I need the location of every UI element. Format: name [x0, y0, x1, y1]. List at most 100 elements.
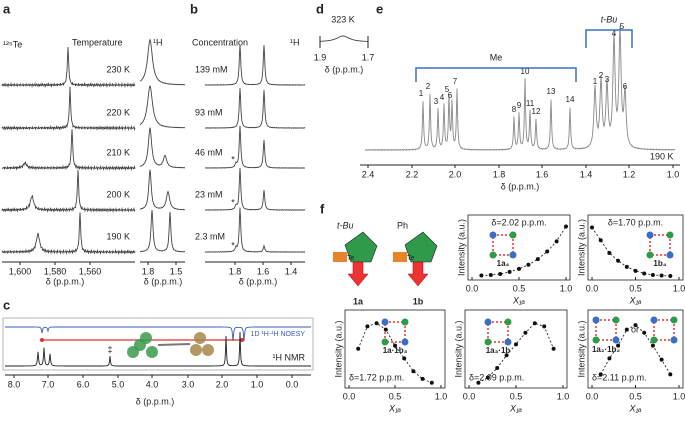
- x-tick-label: 1,600: [9, 266, 32, 276]
- x-axis-label: δ (p.p.m.): [239, 276, 278, 286]
- chart-title: δ=1.72 p.p.m.: [349, 372, 404, 382]
- peak-number: 9: [517, 101, 522, 110]
- data-point: [624, 264, 629, 269]
- y-axis-label: Intensity (a.u.): [453, 320, 463, 377]
- data-point: [542, 324, 547, 329]
- x-tick-label: 8.0: [8, 379, 21, 389]
- chart-title: δ=2.11 p.p.m.: [592, 372, 647, 382]
- y-axis-label: Intensity (a.u.): [333, 320, 343, 377]
- concentration-label: 23 mM: [195, 189, 223, 199]
- data-point: [383, 327, 388, 332]
- data-point: [429, 380, 434, 385]
- data-point: [420, 376, 425, 381]
- x-tick-label: 7.0: [42, 379, 55, 389]
- inset-node: [401, 338, 409, 346]
- x-tick-label: 1.0: [673, 283, 685, 293]
- arrow: [407, 261, 429, 287]
- temperature-label: 323 K: [331, 14, 355, 24]
- panel-title: Concentration: [192, 37, 248, 47]
- x-tick-label: 0.0: [586, 391, 599, 401]
- inset-node: [381, 318, 389, 326]
- data-point: [668, 274, 673, 278]
- data-point: [668, 372, 673, 377]
- noesy-trace: [5, 326, 311, 342]
- fit-curve: [591, 227, 671, 277]
- peak-number: 3: [605, 75, 610, 84]
- inset-node: [650, 336, 658, 344]
- x-tick-label: 1.0: [251, 379, 264, 389]
- data-point: [476, 380, 481, 385]
- x-tick-label: 1,560: [79, 266, 102, 276]
- x-tick-label: 3.0: [182, 379, 195, 389]
- nmr-label: ¹H NMR: [273, 352, 306, 362]
- inset-node: [592, 316, 600, 324]
- y-axis-label: Intensity (a.u.): [456, 219, 466, 276]
- peak-number: 3: [434, 97, 439, 106]
- frame: [2, 317, 314, 371]
- conc-spectrum: [204, 207, 306, 253]
- panel-label: f: [320, 201, 325, 216]
- x-tick-label: 1.0: [557, 391, 570, 401]
- peak-number: 6: [448, 91, 453, 100]
- inset-node: [666, 251, 674, 259]
- data-point: [607, 356, 612, 361]
- panel-label: a: [3, 1, 11, 16]
- d-spectrum: [319, 35, 368, 42]
- data-point: [504, 353, 509, 358]
- x-axis-label: δ (p.p.m.): [136, 396, 175, 406]
- asterisk: *: [231, 197, 235, 207]
- inset-square: [653, 319, 675, 341]
- dagger: ‡: [107, 344, 112, 354]
- complex-label: 1a·1b₃: [383, 346, 408, 355]
- nucleus-label: ¹²⁵Te: [3, 39, 22, 49]
- x-axis-label: X₁ₐ: [388, 403, 401, 413]
- data-point: [526, 262, 531, 267]
- me-bracket: [415, 67, 577, 82]
- molecule-bond: [157, 343, 191, 346]
- data-point: [535, 257, 540, 262]
- data-point: [598, 238, 603, 243]
- inset-node: [504, 338, 512, 346]
- inset-node: [612, 316, 620, 324]
- x-tick-label: 1.9: [314, 52, 327, 62]
- data-point: [624, 327, 629, 332]
- te-spectrum: [1, 129, 136, 172]
- inset-node: [650, 316, 658, 324]
- data-point: [616, 343, 621, 348]
- x-axis-label: X₁ₐ: [628, 403, 641, 413]
- x-tick-label: 0.5: [513, 283, 526, 293]
- data-point: [374, 321, 379, 326]
- complex-label: 1b₄: [653, 259, 666, 268]
- data-point: [607, 251, 612, 256]
- panel-title: Temperature: [72, 37, 123, 47]
- te-spectrum: [1, 169, 136, 213]
- inset-node: [670, 336, 678, 344]
- x-tick-label: 0.5: [629, 391, 642, 401]
- data-point: [659, 357, 664, 362]
- te-spectrum: [1, 212, 136, 256]
- peak-number: 5: [445, 85, 450, 94]
- x-tick-label: 2.0: [216, 379, 229, 389]
- inset-node: [509, 251, 517, 259]
- inset-node: [401, 318, 409, 326]
- peak-number: 7: [453, 77, 458, 86]
- x-axis-label: δ (p.p.m.): [501, 181, 540, 191]
- x-tick-label: 1.6: [536, 169, 549, 179]
- inset-square: [384, 321, 406, 343]
- x-tick-label: 0.0: [343, 391, 356, 401]
- x-tick-label: 2.0: [449, 169, 462, 179]
- x-tick-label: 4.0: [146, 379, 159, 389]
- data-point: [616, 258, 621, 263]
- data-point: [495, 366, 500, 370]
- nucleus-label: ¹H: [290, 37, 300, 47]
- data-point: [517, 266, 521, 271]
- molecule-atom: [194, 332, 206, 344]
- inset-node: [381, 338, 389, 346]
- inset-node: [612, 336, 620, 344]
- me-label: Me: [490, 52, 503, 62]
- asterisk: *: [231, 154, 235, 164]
- x-tick-label: 1.0: [667, 169, 680, 179]
- data-point: [554, 239, 559, 244]
- data-point: [507, 269, 512, 274]
- x-tick-label: 0.5: [389, 391, 402, 401]
